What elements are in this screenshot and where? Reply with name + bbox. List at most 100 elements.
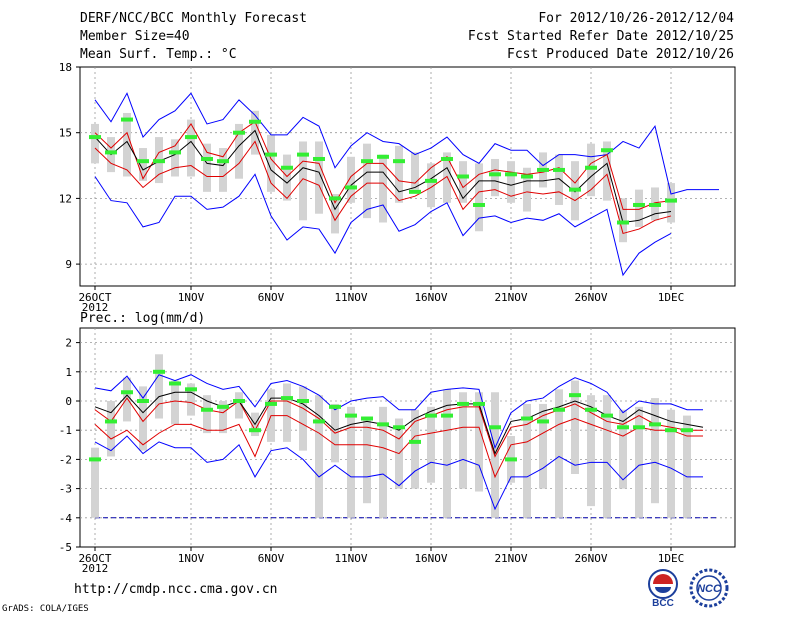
temp-median-marker: [281, 165, 293, 170]
prec-median-marker: [249, 428, 261, 433]
temp-median-marker: [489, 172, 501, 177]
prec-median-marker: [585, 407, 597, 412]
temp-median-marker: [617, 220, 629, 225]
prec-ytick-label: 2: [65, 337, 72, 350]
temp-box-range: [459, 161, 467, 203]
prec-box-range: [571, 380, 579, 474]
temp-box-range: [171, 139, 179, 177]
prec-median-marker: [537, 419, 549, 424]
temp-median-marker: [345, 185, 357, 190]
temp-median-marker: [425, 178, 437, 183]
prec-median-marker: [377, 422, 389, 427]
temp-xtick-label: 16NOV: [414, 291, 447, 304]
temp-series-max: [94, 92, 719, 195]
temp-box-range: [411, 152, 419, 190]
precip-panel-title: Prec.: log(mm/d): [80, 311, 205, 326]
prec-median-marker: [457, 401, 469, 406]
temp-median-marker: [153, 159, 165, 164]
prec-median-marker: [137, 399, 149, 403]
prec-median-marker: [329, 404, 341, 409]
prec-ytick-label: -3: [59, 483, 72, 496]
prec-box-range: [427, 406, 435, 483]
ncc-logo-text: NCC: [697, 583, 722, 595]
prec-box-range: [603, 395, 611, 518]
prec-box-range: [443, 389, 451, 518]
forecast-produced-date: Fcst Produced Date 2012/10/26: [507, 47, 734, 62]
temp-median-marker: [233, 130, 245, 135]
temp-median-marker: [409, 189, 421, 194]
prec-box-range: [283, 383, 291, 442]
prec-box-range: [219, 401, 227, 434]
temp-median-marker: [249, 119, 261, 124]
temp-median-marker: [553, 167, 565, 172]
temp-median-marker: [441, 156, 453, 161]
prec-xtick-year: 2012: [82, 562, 109, 575]
temp-box-range: [267, 134, 275, 192]
prec-box-range: [619, 409, 627, 489]
temp-median-marker: [505, 172, 517, 177]
prec-xtick-label: 1DEC: [658, 552, 685, 565]
temp-median-marker: [665, 198, 677, 203]
temp-box-range: [363, 143, 371, 219]
prec-median-marker: [233, 399, 245, 403]
prec-ytick-label: -4: [59, 512, 73, 525]
ncc-logo-wreath: [689, 568, 729, 608]
temp-box-range: [555, 154, 563, 205]
temp-ytick-label: 9: [65, 258, 72, 271]
temp-median-marker: [105, 150, 117, 155]
temp-box-range: [395, 145, 403, 203]
temp-box-range: [491, 158, 499, 197]
prec-xtick-label: 26NOV: [574, 552, 607, 565]
temp-median-marker: [521, 174, 533, 179]
prec-median-marker: [681, 428, 693, 433]
prec-xtick-label: 26OCT: [78, 552, 111, 565]
temp-box-range: [91, 123, 99, 164]
precipitation-panel: -5 -4 -3 -2 -1 0 1 2 26OCT 1NOV 6NOV 11NOV 16NOV 21NO…: [59, 327, 736, 575]
prec-box-range: [235, 392, 243, 419]
temp-box-range: [347, 156, 355, 203]
temp-median-marker: [265, 152, 277, 157]
header-left: DERF/NCC/BCC Monthly Forecast Member Siz…: [80, 10, 307, 64]
temp-box-range: [251, 110, 259, 155]
prec-median-marker: [201, 407, 213, 412]
prec-median-marker: [553, 407, 565, 412]
prec-median-marker: [361, 416, 373, 421]
prec-series-upper_pct: [94, 397, 703, 458]
chart-title: DERF/NCC/BCC Monthly Forecast: [80, 11, 307, 26]
prec-ytick-label: -5: [59, 541, 72, 554]
prec-median-marker: [473, 401, 485, 406]
prec-box-range: [587, 395, 595, 507]
temp-box-range: [523, 167, 531, 212]
prec-median-marker: [441, 413, 453, 418]
prec-median-marker: [297, 399, 309, 403]
temp-box-range: [475, 163, 483, 232]
temp-box-range: [235, 123, 243, 179]
prec-box-range: [539, 403, 547, 489]
header-right: For 2012/10/26-2012/12/04 Fcst Started R…: [468, 10, 734, 64]
prec-median-marker: [313, 419, 325, 424]
prec-xtick-label: 11NOV: [334, 552, 367, 565]
temp-median-marker: [201, 156, 213, 161]
temp-median-marker: [137, 159, 149, 164]
temp-xtick-label: 26OCT: [78, 291, 111, 304]
prec-median-marker: [121, 390, 133, 395]
prec-box-range: [475, 392, 483, 492]
bcc-logo-swirl: [653, 574, 673, 584]
prec-box-range: [635, 406, 643, 518]
temp-xtick-label: 6NOV: [258, 291, 285, 304]
prec-median-marker: [425, 413, 437, 418]
prec-xtick-label: 1NOV: [178, 552, 205, 565]
temp-median-marker: [649, 202, 661, 207]
prec-median-marker: [649, 422, 661, 427]
temp-box-range: [635, 189, 643, 227]
temperature-panel: 9 12 15 18 26OCT 1NOV 6NOV 11NOV 16NOV 21NOV 26NOV…: [59, 61, 736, 314]
prec-box-range: [299, 386, 307, 451]
temp-series-mean: [94, 129, 672, 224]
source-url[interactable]: http://cmdp.ncc.cma.gov.cn: [74, 582, 278, 597]
prec-box-range: [667, 409, 675, 518]
forecast-started-date: Fcst Started Refer Date 2012/10/25: [467, 29, 734, 44]
prec-box-range: [155, 354, 163, 419]
prec-box-range: [91, 447, 99, 518]
prec-median-marker: [345, 413, 357, 418]
temp-series-lower_pct: [94, 140, 672, 235]
